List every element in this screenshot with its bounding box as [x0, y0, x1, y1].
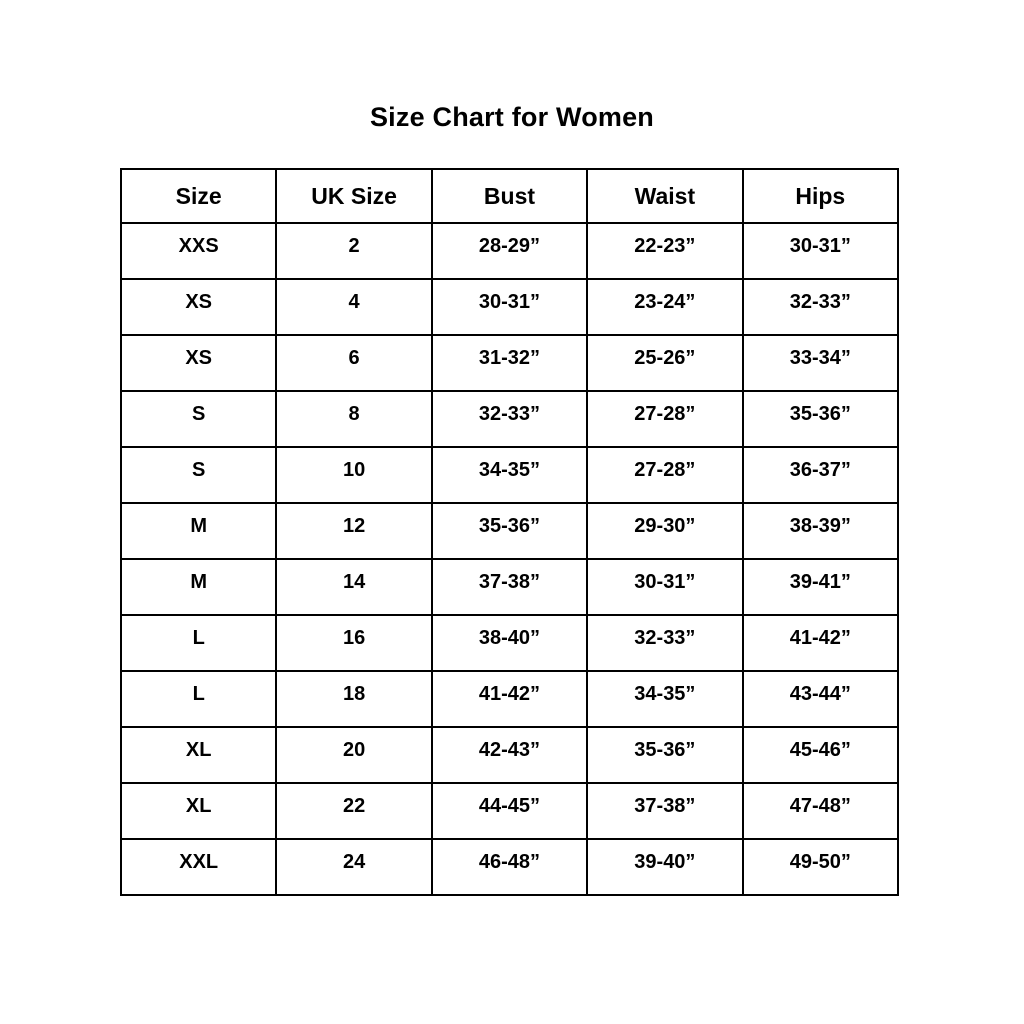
waist-cell: 25-26” — [586, 334, 744, 392]
bust-cell: 41-42” — [430, 670, 589, 728]
hips-cell: 38-39” — [741, 502, 900, 560]
table-row: S 8 32-33” 27-28” 35-36” — [119, 390, 900, 448]
size-cell: XXS — [119, 222, 278, 280]
table-row: XXS 2 28-29” 22-23” 30-31” — [119, 222, 900, 280]
waist-cell: 22-23” — [586, 222, 744, 280]
size-cell: L — [119, 614, 278, 672]
size-cell: XS — [119, 334, 278, 392]
column-header-hips: Hips — [741, 168, 900, 224]
size-cell: XL — [119, 726, 278, 784]
bust-cell: 46-48” — [430, 838, 589, 896]
waist-cell: 27-28” — [586, 390, 744, 448]
hips-cell: 41-42” — [741, 614, 900, 672]
column-header-uk-size: UK Size — [275, 168, 433, 224]
table-row: XS 6 31-32” 25-26” 33-34” — [119, 334, 900, 392]
size-cell: M — [119, 558, 278, 616]
header-row: Size UK Size Bust Waist Hips — [119, 168, 900, 224]
table-row: XS 4 30-31” 23-24” 32-33” — [119, 278, 900, 336]
size-cell: XXL — [119, 838, 278, 896]
bust-cell: 32-33” — [430, 390, 589, 448]
bust-cell: 34-35” — [430, 446, 589, 504]
size-chart-table: Size UK Size Bust Waist Hips XXS 2 28-29… — [119, 168, 900, 896]
bust-cell: 37-38” — [430, 558, 589, 616]
uk-size-cell: 24 — [275, 838, 433, 896]
bust-cell: 35-36” — [430, 502, 589, 560]
size-cell: S — [119, 390, 278, 448]
table-row: XXL 24 46-48” 39-40” 49-50” — [119, 838, 900, 896]
hips-cell: 47-48” — [741, 782, 900, 840]
uk-size-cell: 14 — [275, 558, 433, 616]
uk-size-cell: 10 — [275, 446, 433, 504]
column-header-bust: Bust — [430, 168, 589, 224]
size-cell: S — [119, 446, 278, 504]
table-row: M 12 35-36” 29-30” 38-39” — [119, 502, 900, 560]
uk-size-cell: 18 — [275, 670, 433, 728]
table-body: XXS 2 28-29” 22-23” 30-31” XS 4 30-31” 2… — [119, 222, 900, 896]
waist-cell: 35-36” — [586, 726, 744, 784]
waist-cell: 27-28” — [586, 446, 744, 504]
uk-size-cell: 2 — [275, 222, 433, 280]
column-header-waist: Waist — [586, 168, 744, 224]
hips-cell: 36-37” — [741, 446, 900, 504]
uk-size-cell: 8 — [275, 390, 433, 448]
uk-size-cell: 20 — [275, 726, 433, 784]
table-header: Size UK Size Bust Waist Hips — [119, 168, 900, 224]
size-cell: XL — [119, 782, 278, 840]
waist-cell: 34-35” — [586, 670, 744, 728]
table-row: S 10 34-35” 27-28” 36-37” — [119, 446, 900, 504]
bust-cell: 28-29” — [430, 222, 589, 280]
hips-cell: 30-31” — [741, 222, 900, 280]
waist-cell: 39-40” — [586, 838, 744, 896]
size-cell: XS — [119, 278, 278, 336]
table-row: L 18 41-42” 34-35” 43-44” — [119, 670, 900, 728]
waist-cell: 23-24” — [586, 278, 744, 336]
hips-cell: 39-41” — [741, 558, 900, 616]
table-row: M 14 37-38” 30-31” 39-41” — [119, 558, 900, 616]
column-header-size: Size — [119, 168, 278, 224]
table-row: L 16 38-40” 32-33” 41-42” — [119, 614, 900, 672]
table-row: XL 20 42-43” 35-36” 45-46” — [119, 726, 900, 784]
uk-size-cell: 6 — [275, 334, 433, 392]
bust-cell: 44-45” — [430, 782, 589, 840]
size-cell: M — [119, 502, 278, 560]
uk-size-cell: 16 — [275, 614, 433, 672]
waist-cell: 29-30” — [586, 502, 744, 560]
waist-cell: 32-33” — [586, 614, 744, 672]
size-cell: L — [119, 670, 278, 728]
table-row: XL 22 44-45” 37-38” 47-48” — [119, 782, 900, 840]
bust-cell: 31-32” — [430, 334, 589, 392]
bust-cell: 30-31” — [430, 278, 589, 336]
uk-size-cell: 12 — [275, 502, 433, 560]
waist-cell: 37-38” — [586, 782, 744, 840]
hips-cell: 35-36” — [741, 390, 900, 448]
page-title: Size Chart for Women — [369, 102, 655, 132]
bust-cell: 38-40” — [430, 614, 589, 672]
uk-size-cell: 4 — [275, 278, 433, 336]
hips-cell: 49-50” — [741, 838, 900, 896]
bust-cell: 42-43” — [430, 726, 589, 784]
hips-cell: 32-33” — [741, 278, 900, 336]
hips-cell: 43-44” — [741, 670, 900, 728]
hips-cell: 33-34” — [741, 334, 900, 392]
hips-cell: 45-46” — [741, 726, 900, 784]
waist-cell: 30-31” — [586, 558, 744, 616]
uk-size-cell: 22 — [275, 782, 433, 840]
